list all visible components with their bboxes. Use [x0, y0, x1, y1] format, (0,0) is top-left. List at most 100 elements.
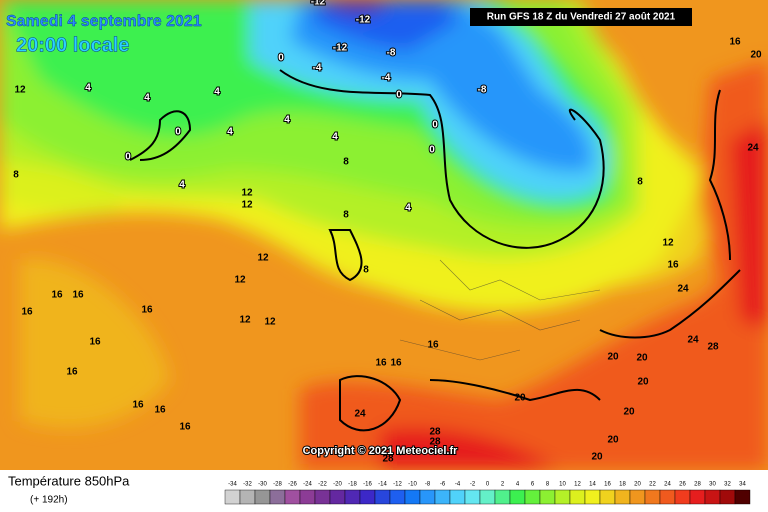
contour-label: 16 — [729, 37, 741, 48]
contour-label: 20 — [514, 393, 526, 404]
legend-swatch — [314, 489, 331, 505]
legend-tick-label: -34 — [228, 482, 237, 488]
legend-swatch — [734, 489, 751, 505]
contour-label: -12 — [333, 43, 348, 54]
contour-label: 20 — [637, 377, 649, 388]
contour-label: 24 — [747, 143, 759, 154]
legend-tick-label: -2 — [470, 482, 476, 488]
footer-lead: (+ 192h) — [30, 495, 68, 506]
legend-swatch — [479, 489, 496, 505]
contour-label: 12 — [241, 188, 253, 199]
legend-tick-label: 20 — [634, 482, 641, 488]
contour-label: 12 — [264, 317, 276, 328]
legend-swatch — [614, 489, 631, 505]
contour-label: 12 — [234, 275, 246, 286]
legend-tick-label: 4 — [516, 482, 520, 488]
legend-tick-label: -20 — [333, 482, 342, 488]
legend-swatch — [389, 489, 406, 505]
legend-swatch — [659, 489, 676, 505]
legend-tick-label: 6 — [531, 482, 535, 488]
legend-tick-label: -24 — [303, 482, 312, 488]
contour-label: 4 — [214, 87, 220, 98]
legend-tick-label: 8 — [546, 482, 550, 488]
copyright: Copyright © 2021 Meteociel.fr — [303, 445, 459, 457]
contour-label: 12 — [239, 315, 251, 326]
contour-label: 8 — [363, 265, 369, 276]
contour-label: 12 — [257, 253, 269, 264]
contour-label: -12 — [356, 15, 371, 26]
contour-label: 28 — [429, 427, 441, 438]
contour-label: 20 — [623, 407, 635, 418]
legend-swatch — [704, 489, 721, 505]
contour-label: 24 — [677, 284, 689, 295]
legend-swatch — [434, 489, 451, 505]
legend-swatch — [674, 489, 691, 505]
run-label: Run GFS 18 Z du Vendredi 27 août 2021 — [487, 12, 676, 23]
legend-swatch — [599, 489, 616, 505]
contour-label: 16 — [66, 367, 78, 378]
contour-label: 8 — [637, 177, 643, 188]
contour-label: 4 — [144, 93, 150, 104]
legend-tick-label: -32 — [243, 482, 252, 488]
legend-swatch — [689, 489, 706, 505]
legend-swatch — [299, 489, 316, 505]
contour-label: 24 — [687, 335, 699, 346]
legend-swatch — [404, 489, 421, 505]
legend-tick-label: 18 — [619, 482, 626, 488]
contour-label: 20 — [607, 435, 619, 446]
legend-swatch — [644, 489, 661, 505]
contour-label: 4 — [85, 83, 91, 94]
contour-label: 16 — [72, 290, 84, 301]
legend-swatch — [254, 489, 271, 505]
contour-label: 0 — [175, 127, 181, 138]
legend-tick-label: -28 — [273, 482, 282, 488]
legend-swatch — [629, 489, 646, 505]
contour-label: 24 — [354, 409, 366, 420]
contour-label: 4 — [179, 180, 185, 191]
contour-label: 8 — [343, 210, 349, 221]
legend-swatch — [524, 489, 541, 505]
contour-label: 0 — [125, 152, 131, 163]
contour-label: -4 — [382, 73, 391, 84]
legend-tick-label: -18 — [348, 482, 357, 488]
legend-tick-label: -10 — [408, 482, 417, 488]
legend-tick-label: 24 — [664, 482, 671, 488]
legend-tick-label: -26 — [288, 482, 297, 488]
legend-swatch — [239, 489, 256, 505]
contour-label: 0 — [429, 145, 435, 156]
legend-swatch — [584, 489, 601, 505]
contour-label: 16 — [179, 422, 191, 433]
legend-swatch — [269, 489, 286, 505]
contour-label: 16 — [141, 305, 153, 316]
legend-tick-label: -4 — [455, 482, 461, 488]
legend-swatch — [374, 489, 391, 505]
legend-tick-label: -12 — [393, 482, 402, 488]
legend-tick-label: 22 — [649, 482, 656, 488]
coastlines — [129, 69, 741, 432]
legend-tick-label: 14 — [589, 482, 596, 488]
contour-label: -12 — [311, 0, 326, 8]
legend-swatch — [419, 489, 436, 505]
legend-tick-label: 32 — [724, 482, 731, 488]
legend-tick-label: 0 — [486, 482, 490, 488]
contour-label: 28 — [429, 437, 441, 448]
legend-tick-label: -14 — [378, 482, 387, 488]
legend-tick-label: 34 — [739, 482, 746, 488]
legend-tick-label: -6 — [440, 482, 446, 488]
contour-label: -8 — [387, 48, 396, 59]
legend-tick-label: 26 — [679, 482, 686, 488]
contour-label: 12 — [14, 85, 26, 96]
legend-tick-label: 2 — [501, 482, 505, 488]
contour-label: 20 — [607, 352, 619, 363]
contour-label: 20 — [636, 353, 648, 364]
run-box — [470, 8, 692, 26]
contour-label: 0 — [396, 90, 402, 101]
legend-swatch — [494, 489, 511, 505]
contour-label: 16 — [89, 337, 101, 348]
temperature-field: -12-12-12-8-8-4-400004444444488881212121… — [0, 0, 768, 470]
contour-label: 0 — [432, 120, 438, 131]
legend-swatch — [509, 489, 526, 505]
legend-swatch — [224, 489, 241, 505]
contour-label: 4 — [284, 115, 290, 126]
